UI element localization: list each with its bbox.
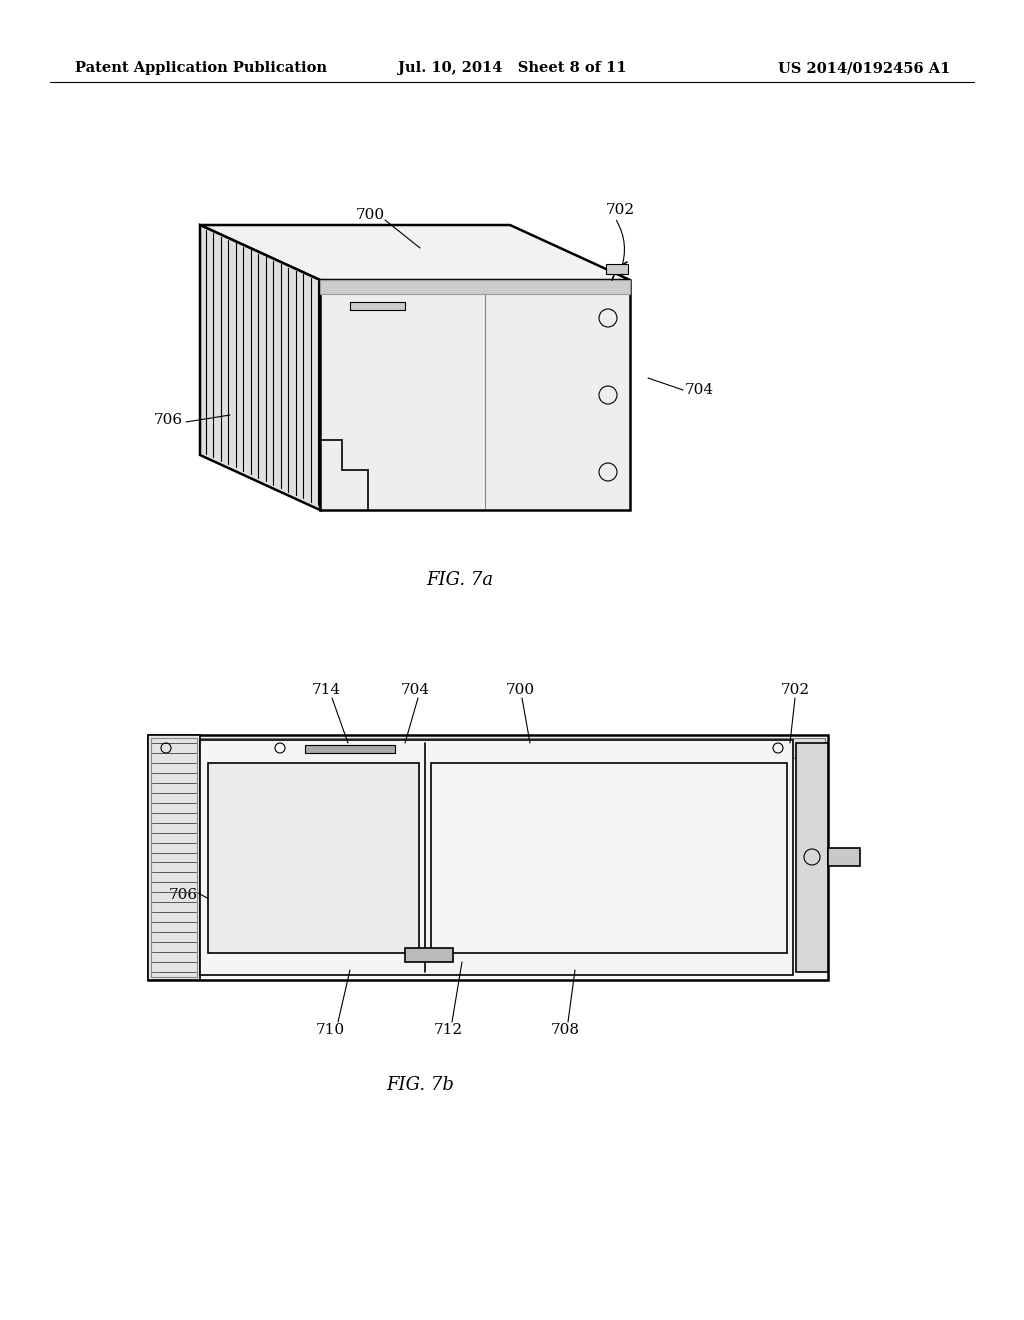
Text: 714: 714 — [311, 682, 341, 697]
Text: Patent Application Publication: Patent Application Publication — [75, 61, 327, 75]
Bar — [148, 735, 200, 979]
Bar — [151, 738, 825, 758]
Bar — [431, 763, 787, 953]
Bar — [796, 743, 828, 972]
Text: Jul. 10, 2014   Sheet 8 of 11: Jul. 10, 2014 Sheet 8 of 11 — [397, 61, 627, 75]
Text: US 2014/0192456 A1: US 2014/0192456 A1 — [777, 61, 950, 75]
Bar — [148, 735, 828, 979]
Text: 712: 712 — [433, 1023, 463, 1038]
Bar — [208, 763, 419, 953]
Text: 710: 710 — [315, 1023, 344, 1038]
Text: 702: 702 — [780, 682, 810, 697]
Text: FIG. 7a: FIG. 7a — [426, 572, 494, 589]
Text: 706: 706 — [154, 413, 182, 426]
Polygon shape — [200, 224, 319, 510]
Polygon shape — [200, 224, 630, 280]
Bar — [305, 744, 395, 752]
Text: 702: 702 — [605, 203, 635, 216]
Bar — [319, 280, 630, 294]
Text: 708: 708 — [551, 1023, 580, 1038]
Bar — [606, 264, 628, 275]
Text: 700: 700 — [355, 209, 385, 222]
Bar — [200, 741, 793, 975]
Text: 704: 704 — [400, 682, 429, 697]
Bar — [828, 847, 860, 866]
Bar — [406, 948, 453, 962]
Text: 700: 700 — [506, 682, 535, 697]
Text: 704: 704 — [685, 383, 714, 397]
Text: 706: 706 — [168, 888, 198, 902]
Bar — [151, 738, 197, 977]
Polygon shape — [319, 280, 630, 510]
Bar — [350, 302, 406, 310]
Text: FIG. 7b: FIG. 7b — [386, 1076, 454, 1094]
